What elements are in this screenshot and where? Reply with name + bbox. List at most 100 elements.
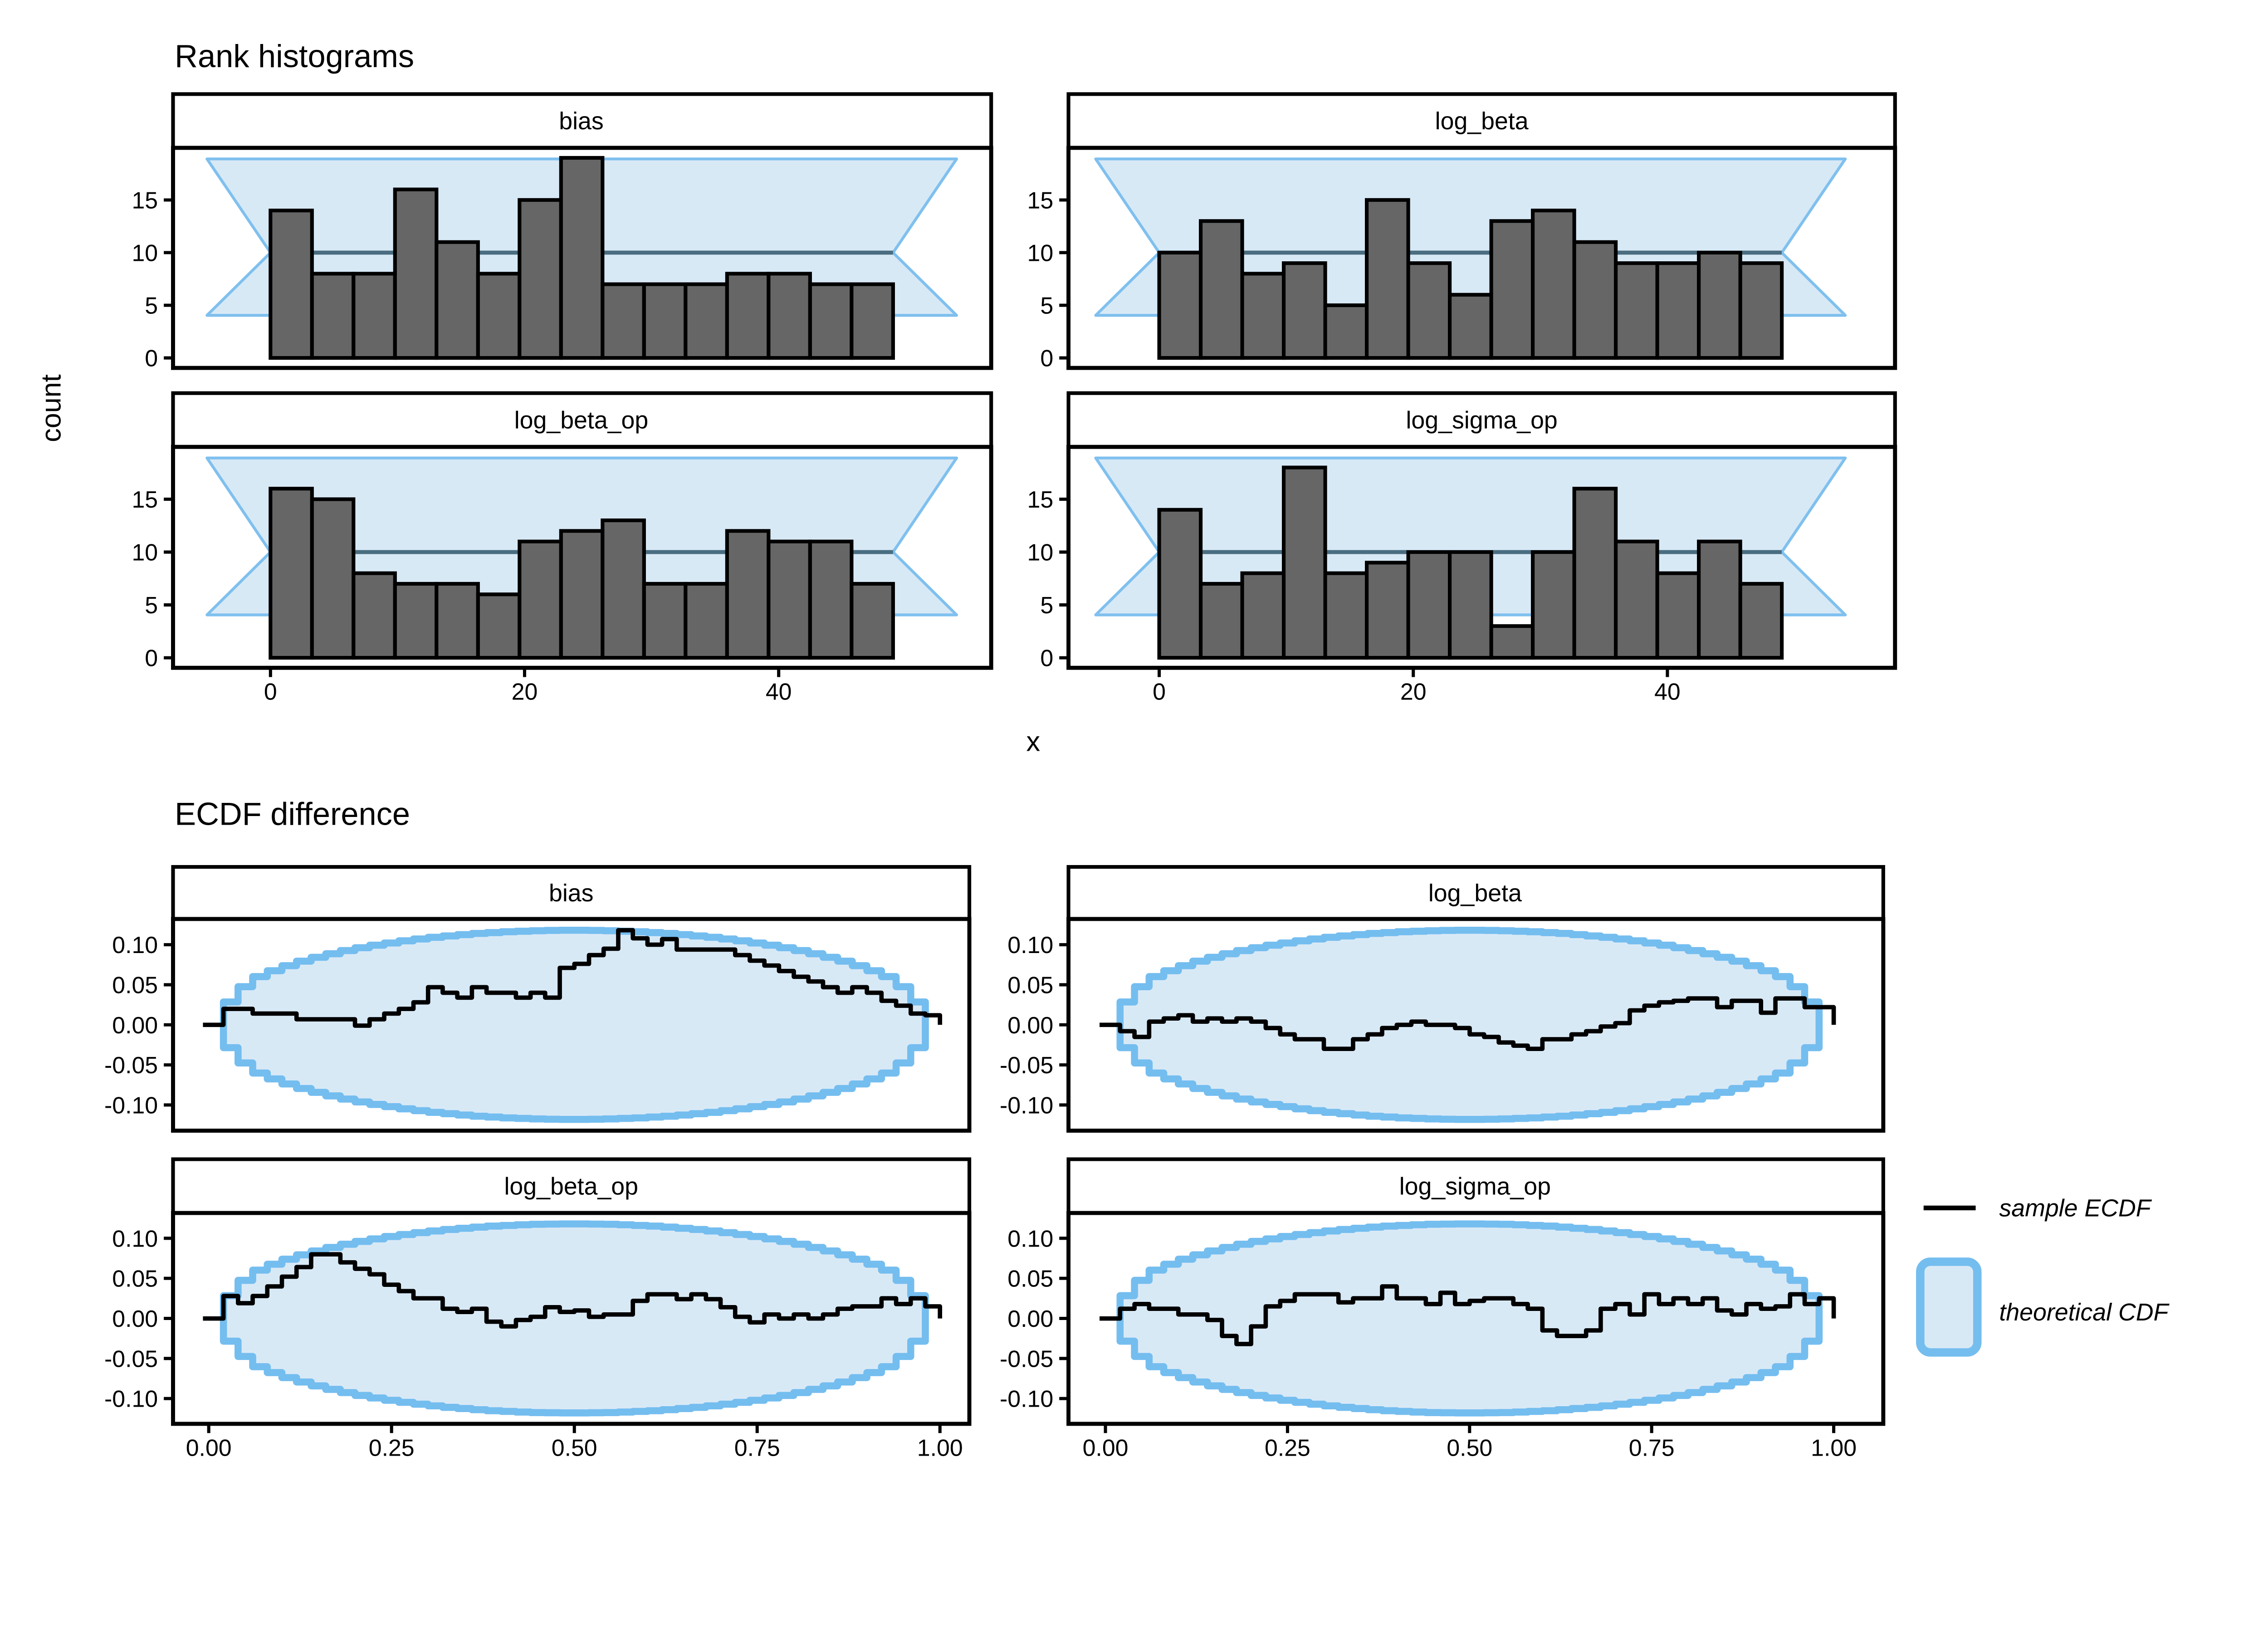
theoretical-cdf-envelope — [220, 926, 929, 1123]
histogram-bar — [393, 187, 439, 360]
histogram-bar — [1614, 261, 1659, 360]
histogram-bar — [518, 198, 563, 360]
histogram-bar — [684, 282, 729, 360]
histogram-bar — [352, 571, 397, 660]
histogram-bar — [684, 582, 729, 660]
histogram-bar — [352, 272, 397, 360]
sample-ecdf-line — [1100, 996, 1836, 1051]
y-tick-label: 5 — [1040, 592, 1053, 618]
facet-label-log-beta: log_beta — [1435, 108, 1529, 135]
y-tick-label: -0.10 — [104, 1092, 158, 1118]
histogram-bar — [1157, 508, 1203, 660]
hist-facet-strips: bias log_beta log_beta_op log_sigma_op — [171, 92, 1897, 449]
histogram-bar — [1448, 293, 1493, 360]
x-tick-label: 0.00 — [1083, 1434, 1129, 1461]
histogram-bar — [476, 592, 522, 660]
histogram-bar — [1738, 261, 1784, 360]
histogram-bar — [1489, 219, 1535, 360]
histogram-bar — [1614, 539, 1659, 660]
histogram-bar — [1531, 550, 1576, 660]
sample-ecdf-line — [1100, 1284, 1836, 1346]
histogram-bar — [393, 582, 439, 660]
y-tick-label: -0.10 — [1000, 1386, 1053, 1412]
y-tick-label: -0.10 — [104, 1386, 158, 1412]
y-tick-label: 0.00 — [112, 1305, 158, 1332]
x-tick-label: 40 — [1654, 679, 1681, 705]
x-tick-label: 0.75 — [1629, 1434, 1675, 1461]
y-tick-label: -0.05 — [104, 1052, 158, 1078]
histogram-bar — [310, 272, 356, 360]
facet-strip — [171, 391, 993, 449]
facet-label-log-beta: log_beta — [1428, 880, 1522, 907]
histogram-bar — [850, 282, 895, 360]
histogram-bar — [1531, 208, 1576, 360]
histogram-bar — [1323, 303, 1369, 360]
y-tick-label: 10 — [1027, 240, 1054, 266]
y-tick-label: 0.05 — [112, 972, 158, 998]
histogram-bar — [1157, 250, 1203, 360]
x-tick-label: 1.00 — [917, 1434, 963, 1461]
y-tick-label: 0.00 — [1007, 1012, 1053, 1038]
histogram-bar — [1406, 261, 1452, 360]
x-tick-label: 0.75 — [734, 1434, 780, 1461]
histogram-bar — [1655, 571, 1701, 660]
sample-ecdf-line — [203, 928, 943, 1028]
histogram-bar — [642, 582, 688, 660]
y-tick-label: 0.05 — [112, 1266, 158, 1292]
facet-label-bias: bias — [559, 108, 604, 135]
panel-border — [1066, 146, 1897, 370]
y-tick-label: 10 — [1027, 539, 1054, 566]
x-tick-label: 0.50 — [1447, 1434, 1492, 1461]
x-tick-label: 0.25 — [1265, 1434, 1310, 1461]
y-tick-label: 5 — [145, 592, 158, 618]
y-tick-label: 0.00 — [112, 1012, 158, 1038]
y-tick-label: 10 — [132, 539, 158, 566]
hist-x-axis-title: x — [1026, 726, 1040, 757]
x-tick-label: 0.00 — [186, 1434, 232, 1461]
y-tick-label: 0.10 — [112, 1225, 158, 1252]
histogram-bar — [559, 529, 605, 660]
panel-border — [171, 146, 993, 370]
histogram-bar — [767, 539, 812, 660]
legend-label-theoretical-cdf: theoretical CDF — [1999, 1299, 2170, 1326]
x-tick-label: 20 — [1400, 679, 1427, 705]
facet-label-log-sigma-op: log_sigma_op — [1399, 1173, 1551, 1200]
histogram-bar — [767, 272, 812, 360]
histogram-bar — [1572, 240, 1618, 360]
histogram-bar — [269, 487, 314, 660]
histogram-bar — [1448, 550, 1493, 660]
y-tick-label: 0.05 — [1007, 972, 1053, 998]
ecdf-difference-title: ECDF difference — [175, 796, 410, 832]
histogram-bar — [1697, 539, 1742, 660]
y-tick-label: 0.10 — [1007, 932, 1053, 958]
x-tick-label: 1.00 — [1811, 1434, 1857, 1461]
theoretical-cdf-envelope — [1116, 926, 1823, 1123]
histogram-bar — [1240, 272, 1286, 360]
y-tick-label: -0.10 — [1000, 1092, 1053, 1118]
legend-label-sample-ecdf: sample ECDF — [1999, 1194, 2152, 1222]
histogram-bar — [476, 272, 522, 360]
histogram-bar — [1281, 261, 1327, 360]
facet-strip — [1066, 92, 1897, 150]
histogram-bar — [518, 539, 563, 660]
histogram-bar — [1365, 198, 1410, 360]
histogram-bar — [1198, 582, 1244, 660]
sample-ecdf-line — [203, 1252, 943, 1329]
theoretical-cdf-envelope — [1116, 1220, 1823, 1417]
facet-label-log-beta-op: log_beta_op — [504, 1173, 638, 1200]
facet-label-log-sigma-op: log_sigma_op — [1406, 406, 1558, 434]
y-tick-label: -0.05 — [104, 1345, 158, 1372]
y-tick-label: 0 — [1040, 345, 1053, 372]
histogram-bar — [725, 529, 771, 660]
y-tick-label: 10 — [132, 240, 158, 266]
facet-label-log-beta-op: log_beta_op — [514, 406, 649, 434]
sbc-diagnostics-figure: Rank histograms ECDF difference count x … — [35, 38, 2170, 1461]
x-tick-label: 40 — [766, 679, 792, 705]
histogram-bar — [642, 282, 688, 360]
histogram-bar — [435, 582, 480, 660]
histogram-bar — [559, 156, 605, 360]
panel-border — [171, 445, 993, 670]
histogram-bar — [269, 208, 314, 360]
x-tick-label: 0 — [1153, 679, 1166, 705]
y-tick-label: 5 — [1040, 293, 1053, 319]
